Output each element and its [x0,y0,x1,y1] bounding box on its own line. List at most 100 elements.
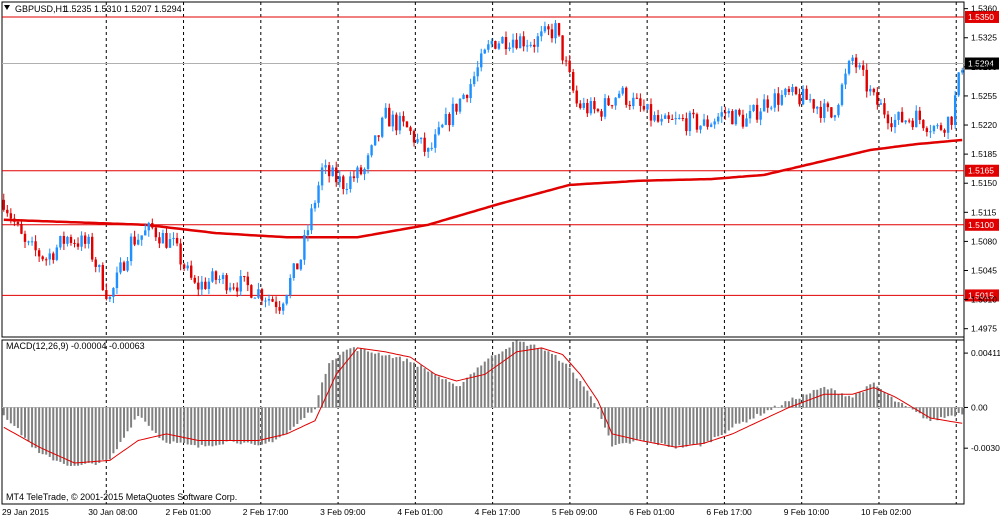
macd-signal-line [3,347,963,464]
candle-body [426,148,430,152]
y-axis-label: 1.5290 [971,62,997,72]
candle-body [812,99,815,109]
candle-body [423,137,426,152]
candle-body [564,60,568,62]
candle-body [819,106,822,118]
candle-body [904,120,907,123]
candle-body [561,35,564,61]
candle-body [586,102,589,114]
candle-body [575,90,578,104]
candle-body [391,114,395,127]
ohlc-values: 1.5235 1.5310 1.5207 1.5294 [64,4,182,14]
candle-body [331,167,334,177]
macd-y-axis-label: 0.00 [971,402,988,412]
candle-body [83,235,87,244]
candle-body [854,57,858,68]
candle-body [6,209,9,214]
candle-body [281,303,285,311]
candle-body [363,168,366,175]
candle-body [900,111,904,123]
candle-body [858,65,861,68]
moving-average-line [3,138,963,239]
candle-body [416,139,419,143]
candle-body [260,289,264,301]
candle-body [773,93,776,108]
candle-body [409,127,412,132]
x-axis-label: 4 Feb 01:00 [397,507,443,517]
candle-body [536,36,540,47]
candle-body [540,31,543,37]
candle-body [243,276,246,278]
chevron-down-icon [4,5,10,10]
candle-body [787,88,791,93]
candle-body [961,70,964,73]
candle-body [929,131,932,133]
candle-body [511,39,515,48]
candle-body [653,115,656,121]
x-axis-label: 2 Feb 17:00 [243,507,289,517]
x-axis-label: 4 Feb 17:00 [475,507,521,517]
candle-body [267,299,271,301]
candle-body [175,237,179,244]
candle-body [278,307,281,311]
candle-body [257,289,260,298]
candle-body [603,98,607,117]
candle-body [41,256,44,260]
candle-body [140,235,143,240]
candle-body [30,241,34,243]
candle-body [338,176,341,183]
candle-body [706,119,709,127]
candle-body [695,114,699,130]
candle-body [161,232,165,244]
candle-body [794,86,798,95]
candle-body [699,125,702,130]
candle-body [533,44,536,47]
candle-body [66,236,69,244]
candle-body [738,109,741,115]
level-tag [965,289,999,302]
candle-body [501,37,504,44]
level-tag [965,164,999,177]
candle-body [579,103,582,108]
candle-body [264,300,267,302]
candle-body [547,26,550,30]
candle-body [784,88,787,95]
candle-body [869,88,872,92]
candle-body [62,236,66,244]
price-levels: 1.5350 1.5165 1.5100 1.5015 1.5294 [2,10,999,302]
candle-body [518,36,522,49]
candle-body [317,185,320,203]
candle-body [632,97,635,107]
candle-body [381,117,384,137]
candle-body [27,241,30,243]
candle-body [320,167,324,186]
candle-body [274,301,278,308]
candle-body [246,276,250,286]
candle-body [480,53,483,68]
candle-body [158,237,161,244]
moving-average [3,138,963,239]
candle-body [182,264,186,269]
candle-body [487,44,490,50]
candle-body [437,127,440,135]
candle-body [101,265,104,291]
candle-body [115,272,119,289]
current-price-label: 1.5294 [968,59,994,69]
candle-body [76,243,80,247]
candle-body [646,104,649,110]
candle-body [395,114,398,131]
candle-body [306,230,310,236]
candle-body [292,263,295,278]
candle-body [469,84,472,99]
candle-body [879,103,883,105]
candle-body [865,69,868,92]
candle-body [147,223,150,231]
candle-body [172,237,175,240]
candle-body [151,223,154,228]
price-panel-frame [1,1,965,338]
candle-body [801,88,805,105]
candle-body [504,37,508,50]
candle-body [412,131,416,143]
candle-body [734,109,738,125]
